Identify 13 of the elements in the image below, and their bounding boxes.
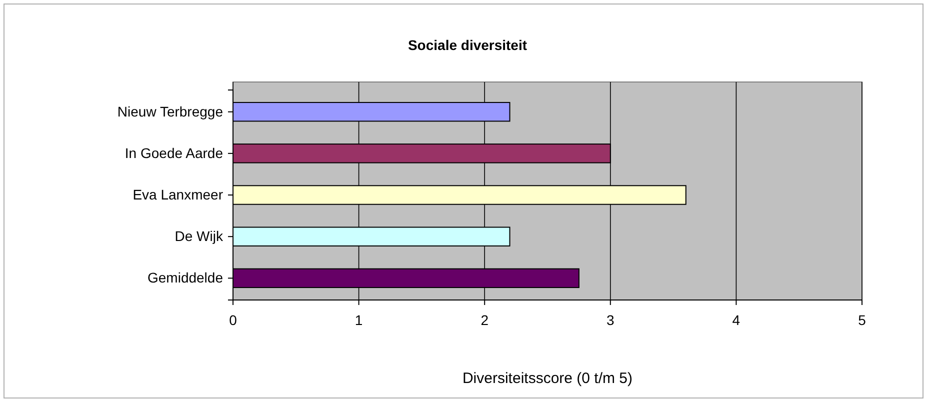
y-tick-label: Nieuw Terbregge: [117, 103, 224, 120]
y-tick-label: De Wijk: [174, 228, 224, 244]
x-tick-label: 5: [858, 312, 866, 328]
x-tick-label: 4: [732, 312, 740, 328]
y-tick-label: In Goede Aarde: [124, 144, 224, 161]
x-tick-label: 2: [480, 312, 489, 328]
x-tick-label: 0: [229, 312, 238, 328]
x-tick-label: 3: [606, 312, 614, 328]
chart-title: Sociale diversiteit: [408, 37, 528, 53]
y-tick-label: Gemiddelde: [148, 270, 224, 286]
x-axis-title: Diversiteitsscore (0 t/m 5): [462, 370, 633, 387]
y-tick-label: Eva Lanxmeer: [132, 186, 224, 202]
x-tick-label: 1: [354, 312, 363, 328]
